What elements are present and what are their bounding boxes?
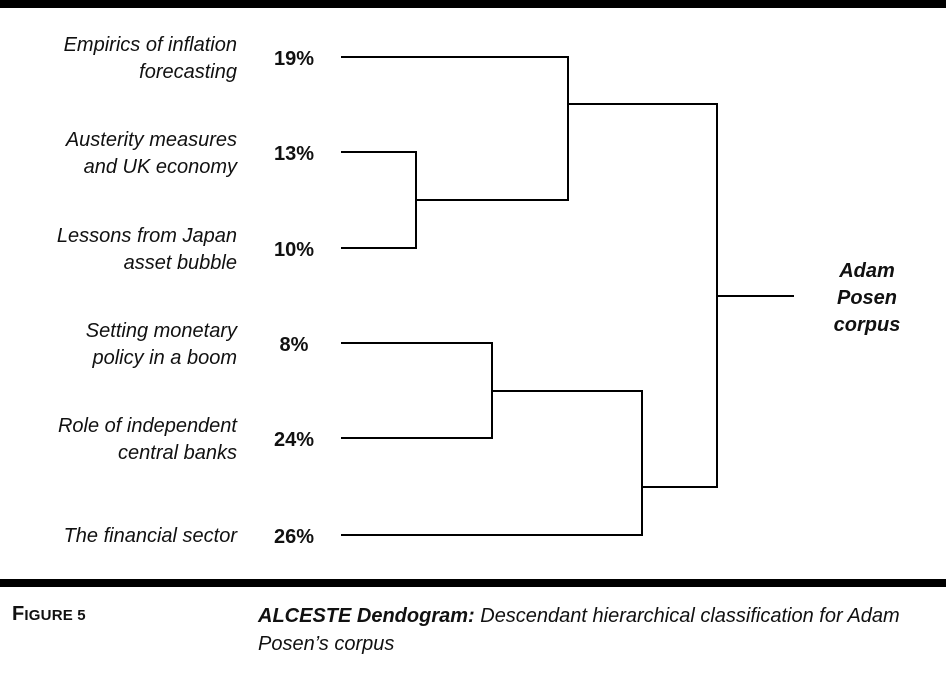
cluster-percent-2: 13% [274,143,314,165]
root-label: Adam Posen corpus [834,260,901,336]
cluster-label-line: and UK economy [84,156,238,178]
cluster-label-1: Empirics of inflation forecasting [64,34,237,83]
cluster-label-line: Austerity measures [65,129,237,151]
cluster-label-line: Setting monetary [86,320,238,342]
cluster-percent-4: 8% [280,334,309,356]
cluster-percent-5: 24% [274,429,314,451]
cluster-label-2: Austerity measures and UK economy [65,129,238,178]
cluster-percent-6: 26% [274,526,314,548]
cluster-label-4: Setting monetary policy in a boom [86,320,238,369]
root-label-line: corpus [834,314,901,336]
cluster-label-6: The financial sector [64,525,239,547]
figure-label: FIGURE 5 [12,603,86,625]
cluster-percent-3: 10% [274,239,314,261]
dendrogram: Empirics of inflation forecasting 19% Auste… [57,34,901,548]
top-rule [0,0,946,8]
cluster-label-3: Lessons from Japan asset bubble [57,225,237,274]
cluster-label-line: Role of independent [58,415,238,437]
cluster-percent-1: 19% [274,48,314,70]
cluster-label-line: The financial sector [64,525,239,547]
root-label-line: Posen [837,287,897,309]
cluster-label-line: central banks [118,442,237,464]
cluster-label-line: Lessons from Japan [57,225,237,247]
caption-description: Descendant hierarchical classification f… [258,605,900,655]
bottom-rule [0,579,946,587]
figure-caption: ALCESTE Dendogram: Descendant hierarchic… [258,602,938,658]
cluster-label-line: policy in a boom [91,347,237,369]
cluster-label-line: Empirics of inflation [64,34,237,56]
caption-title: ALCESTE Dendogram: [258,605,475,627]
cluster-label-line: asset bubble [124,252,237,274]
cluster-label-5: Role of independent central banks [58,415,238,464]
cluster-label-line: forecasting [139,61,237,83]
root-label-line: Adam [838,260,895,282]
